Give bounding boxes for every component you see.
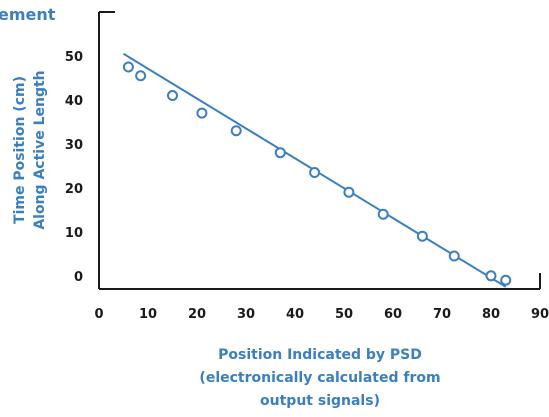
data-point (135, 70, 147, 82)
data-point (343, 186, 355, 198)
y-tick-label: 50 (65, 50, 83, 65)
data-point (500, 274, 512, 286)
y-tick-label: 0 (74, 270, 83, 285)
data-point (377, 208, 389, 220)
data-point (230, 125, 242, 137)
x-tick-label: 10 (139, 307, 157, 322)
y-tick-label: 40 (65, 94, 83, 109)
x-tick-label: 90 (531, 307, 549, 322)
x-tick-label: 20 (188, 307, 206, 322)
x-axis-label-line-3: output signals) (260, 393, 380, 409)
data-point (416, 230, 428, 242)
x-tick-label: 30 (237, 307, 255, 322)
x-tick-label: 50 (335, 307, 353, 322)
chart-title: ement (0, 5, 56, 24)
data-point (448, 250, 460, 262)
y-ticks: 0 10 20 30 40 50 (65, 50, 83, 285)
y-tick-label: 20 (65, 182, 83, 197)
x-ticks: 0 10 20 30 40 50 60 70 80 90 (94, 307, 549, 322)
data-point (309, 166, 321, 178)
x-tick-label: 0 (94, 307, 103, 322)
data-point (274, 147, 286, 159)
y-axis-label-line-2: Along Active Length (32, 70, 48, 229)
y-tick-label: 30 (65, 138, 83, 153)
data-point (167, 90, 178, 102)
data-point (485, 270, 497, 282)
x-tick-label: 60 (384, 307, 402, 322)
x-axis-label-line-2: (electronically calculated from (199, 370, 440, 386)
data-points (122, 61, 512, 286)
x-tick-label: 40 (286, 307, 304, 322)
data-point (122, 61, 134, 73)
x-tick-label: 70 (433, 307, 451, 322)
x-tick-label: 80 (482, 307, 500, 322)
data-point (196, 107, 208, 119)
y-axis-label-line-1: Time Position (cm) (12, 76, 28, 224)
y-tick-label: 10 (65, 226, 83, 241)
x-axis-label-line-1: Position Indicated by PSD (218, 347, 422, 363)
